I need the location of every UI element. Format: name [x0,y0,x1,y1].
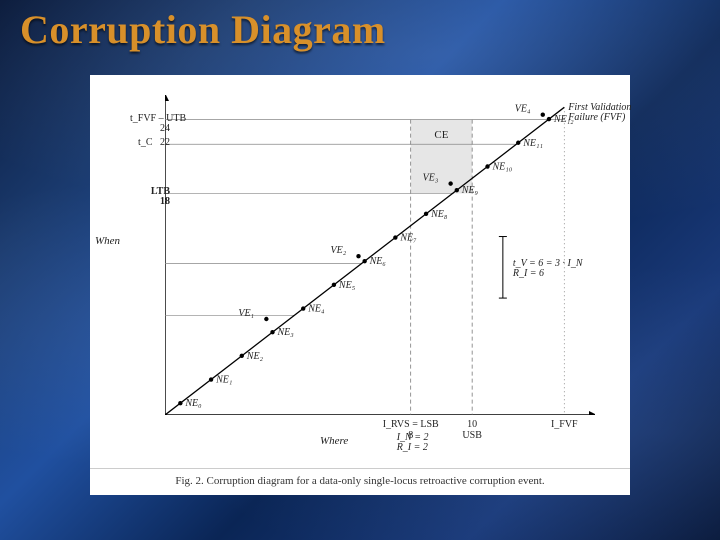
svg-text:CE: CE [434,129,448,141]
plot-svg: NE₀NE₁NE₂NE₃NE₄NE₅NE₆NE₇NE₈NE₉NE₁₀NE₁₁NE… [165,95,595,415]
slide-root: Corruption Diagram When Where NE₀ NE₁ NE₂ N… [0,0,720,540]
svg-text:VE₄: VE₄ [515,104,531,115]
svg-text:NE₈: NE₈ [430,209,448,220]
y-tick: t_C 22 [130,138,170,148]
svg-text:NE₀: NE₀ [184,398,202,409]
svg-text:NE₃: NE₃ [277,327,295,338]
x-tick: I_FVF [551,419,578,430]
svg-text:NE₄: NE₄ [307,304,325,315]
svg-text:VE₁: VE₁ [238,308,254,319]
fvf-label: First Validation Failure (FVF) [568,103,631,123]
svg-text:NE₁₀: NE₁₀ [492,162,513,173]
svg-text:NE₇: NE₇ [399,233,417,244]
svg-text:VE₃: VE₃ [423,173,439,184]
svg-text:NE₂: NE₂ [246,351,264,362]
y-tick: LTB 18 [130,187,170,207]
y-axis-label: When [95,235,120,247]
svg-text:NE₁: NE₁ [215,375,232,386]
x-axis-label: Where [320,435,348,447]
tv-bracket-label: t_V = 6 = 3 · I_N R_I = 6 [513,259,583,279]
svg-text:VE₂: VE₂ [331,245,347,256]
svg-text:NE₆: NE₆ [369,256,387,267]
svg-text:NE₅: NE₅ [338,280,356,291]
svg-text:NE₉: NE₉ [461,185,479,196]
plot-area: NE₀NE₁NE₂NE₃NE₄NE₅NE₆NE₇NE₈NE₉NE₁₀NE₁₁NE… [165,95,595,415]
slide-title: Corruption Diagram [20,6,386,53]
svg-text:NE₁₁: NE₁₁ [522,138,543,149]
figure-caption: Fig. 2. Corruption diagram for a data-on… [90,468,630,487]
figure-panel: When Where NE₀ NE₁ NE₂ NE₃ NE₄ NE₅ NE₆ NE₇ NE₈ NE… [90,75,630,495]
in-bracket-label: I_N = 2 R_I = 2 [397,433,429,453]
y-tick: t_FVF – UTB 24 [130,114,170,134]
x-tick: 10 USB [462,419,481,441]
